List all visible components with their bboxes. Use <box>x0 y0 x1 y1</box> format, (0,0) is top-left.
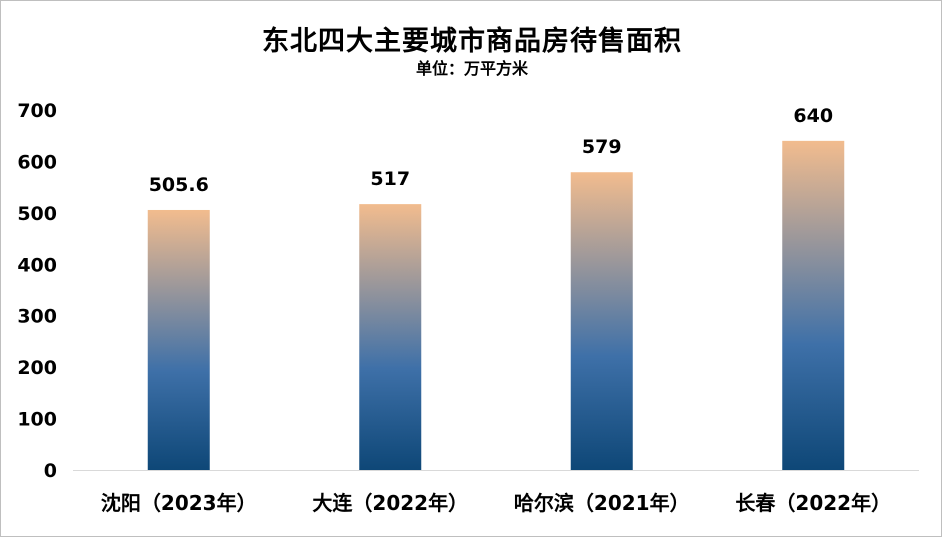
bar <box>782 140 845 470</box>
y-tick-label: 100 <box>17 409 57 431</box>
y-tick-label: 200 <box>17 357 57 379</box>
y-tick-label: 0 <box>44 460 57 482</box>
category-label: 大连（2022年） <box>312 491 468 515</box>
bar <box>570 172 633 470</box>
category-label: 哈尔滨（2021年） <box>514 491 690 515</box>
y-tick-label: 300 <box>17 306 57 328</box>
category-label: 沈阳（2023年） <box>101 491 257 515</box>
chart-subtitle: 单位：万平方米 <box>415 59 528 78</box>
chart-title: 东北四大主要城市商品房待售面积 <box>262 26 682 57</box>
data-label: 640 <box>793 105 833 127</box>
bar <box>359 204 422 470</box>
data-label: 579 <box>582 136 622 158</box>
bar <box>147 209 210 470</box>
y-tick-label: 500 <box>17 203 57 225</box>
y-tick-label: 400 <box>17 254 57 276</box>
category-label: 长春（2022年） <box>735 491 891 515</box>
data-label: 505.6 <box>149 174 209 196</box>
y-tick-label: 600 <box>17 151 57 173</box>
y-tick-label: 700 <box>17 100 57 122</box>
data-label: 517 <box>370 168 410 190</box>
